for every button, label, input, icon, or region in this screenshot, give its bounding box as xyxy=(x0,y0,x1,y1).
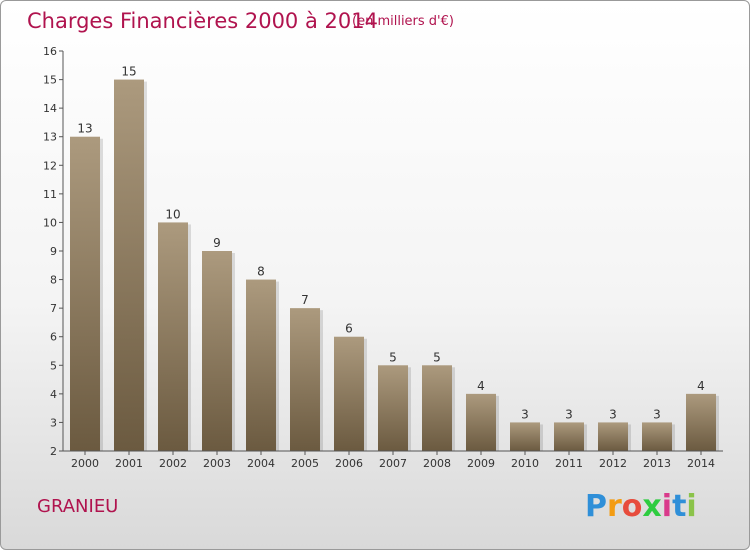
commune-name: GRANIEU xyxy=(37,496,119,517)
x-tick-label: 2010 xyxy=(511,457,539,470)
logo-letter: i xyxy=(661,489,673,524)
bar-value-label: 5 xyxy=(433,350,441,364)
y-tick-label: 7 xyxy=(50,302,57,315)
y-tick-label: 4 xyxy=(50,388,57,401)
x-tick-label: 2002 xyxy=(159,457,187,470)
bar-value-label: 3 xyxy=(565,407,573,421)
x-tick-label: 2008 xyxy=(423,457,451,470)
logo-letter: r xyxy=(607,489,622,524)
bar-value-label: 13 xyxy=(77,122,92,136)
bar xyxy=(510,422,540,451)
y-tick-label: 11 xyxy=(43,188,57,201)
x-tick-label: 2001 xyxy=(115,457,143,470)
bar-value-label: 8 xyxy=(257,265,265,279)
bar-value-label: 3 xyxy=(653,407,661,421)
logo-letter: t xyxy=(672,489,687,524)
bar xyxy=(290,308,320,451)
bar-value-label: 3 xyxy=(521,407,529,421)
chart-subtitle: (en milliers d'€) xyxy=(352,14,454,29)
y-tick-label: 8 xyxy=(50,274,57,287)
bar-value-label: 5 xyxy=(389,350,397,364)
bar xyxy=(466,393,496,451)
bar xyxy=(378,365,408,451)
x-tick-label: 2005 xyxy=(291,457,319,470)
y-tick-label: 12 xyxy=(43,159,57,172)
y-tick-label: 13 xyxy=(43,131,57,144)
bar-value-label: 3 xyxy=(609,407,617,421)
x-tick-label: 2009 xyxy=(467,457,495,470)
proxiti-logo[interactable]: Proxiti xyxy=(585,489,697,524)
x-tick-label: 2012 xyxy=(599,457,627,470)
chart-title: Charges Financières 2000 à 2014 xyxy=(27,9,378,33)
bar-value-label: 9 xyxy=(213,236,221,250)
bar xyxy=(422,365,452,451)
y-tick-label: 10 xyxy=(43,216,57,229)
bar xyxy=(114,79,144,452)
logo-letter: o xyxy=(621,489,643,524)
bar xyxy=(70,136,100,451)
y-tick-label: 14 xyxy=(43,102,57,115)
y-tick-label: 3 xyxy=(50,416,57,429)
bar-value-label: 10 xyxy=(165,207,180,221)
bar xyxy=(686,393,716,451)
x-tick-label: 2006 xyxy=(335,457,363,470)
x-tick-label: 2011 xyxy=(555,457,583,470)
y-tick-label: 16 xyxy=(43,45,57,58)
bars: 13 15 10 9 8 7 6 5 5 4 3 3 3 3 4 xyxy=(70,65,719,452)
bar-value-label: 15 xyxy=(121,65,136,79)
x-tick-label: 2000 xyxy=(71,457,99,470)
y-tick-label: 15 xyxy=(43,74,57,87)
bar-value-label: 4 xyxy=(697,379,705,393)
x-tick-label: 2004 xyxy=(247,457,275,470)
bar-value-label: 7 xyxy=(301,293,309,307)
y-axis: 2 3 4 5 6 7 8 9 10 11 12 13 14 15 16 xyxy=(43,45,64,458)
y-tick-label: 9 xyxy=(50,245,57,258)
bar xyxy=(158,222,188,451)
x-tick-label: 2003 xyxy=(203,457,231,470)
x-tick-label: 2007 xyxy=(379,457,407,470)
bar xyxy=(554,422,584,451)
logo-letter: x xyxy=(642,489,662,524)
bar xyxy=(334,336,364,451)
logo-letter: P xyxy=(585,489,607,524)
bar xyxy=(246,279,276,451)
y-tick-label: 6 xyxy=(50,331,57,344)
bar xyxy=(598,422,628,451)
bar-value-label: 6 xyxy=(345,322,353,336)
x-axis: 2000 2001 2002 2003 2004 2005 2006 2007 2008 2009… xyxy=(63,450,723,470)
y-tick-label: 2 xyxy=(50,445,57,458)
bar xyxy=(642,422,672,451)
bar-value-label: 4 xyxy=(477,379,485,393)
y-tick-label: 5 xyxy=(50,359,57,372)
x-tick-label: 2013 xyxy=(643,457,671,470)
x-tick-label: 2014 xyxy=(687,457,715,470)
logo-letter: i xyxy=(686,489,697,524)
bar xyxy=(202,251,232,451)
